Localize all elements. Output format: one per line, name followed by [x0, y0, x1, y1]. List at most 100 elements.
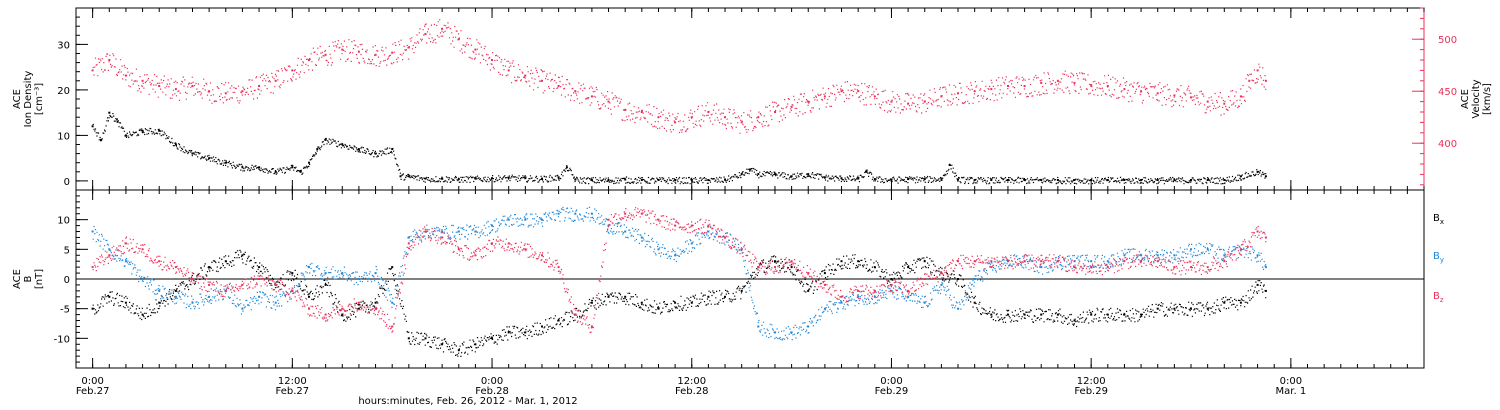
- b-series-bz-point: [191, 278, 194, 280]
- velocity-series-point: [1223, 102, 1226, 105]
- b-series-bz-point: [740, 248, 743, 251]
- b-series-bz-point: [308, 307, 310, 310]
- b-series-bx-point: [291, 272, 294, 275]
- density-series-point: [1206, 179, 1209, 181]
- velocity-series-point: [740, 121, 743, 124]
- b-series-bz-point: [158, 260, 161, 263]
- density-series-point: [774, 173, 776, 176]
- bottom-left-ylabel-line: [nT]: [34, 269, 45, 289]
- b-series-bz-point: [590, 325, 593, 328]
- b-series-bx-point: [524, 331, 527, 334]
- b-series-bz-point: [441, 236, 444, 239]
- b-series-bz-point: [1223, 260, 1226, 263]
- density-series-point: [957, 178, 959, 181]
- density-series-point: [474, 177, 477, 180]
- b-series-bz-point: [1056, 260, 1059, 263]
- legend-bx: Bx: [1433, 213, 1444, 226]
- b-series-bx-point: [124, 301, 127, 304]
- b-series-bz-point: [774, 266, 776, 269]
- velocity-series-point: [1056, 79, 1059, 82]
- density-series-point: [923, 178, 926, 181]
- b-series-bz-point: [857, 289, 860, 292]
- b-series-bz-point: [990, 260, 993, 263]
- density-series-point: [108, 111, 111, 114]
- b-series-by-point: [1123, 254, 1126, 257]
- b-series-bx-point: [1256, 283, 1259, 286]
- velocity-series-point: [840, 90, 843, 93]
- b-series-by-point: [324, 272, 327, 275]
- top-left-ylabel-line: Ion Density: [23, 71, 34, 128]
- x-tick-date: Feb.29: [1074, 386, 1108, 397]
- b-series-by-point: [1156, 254, 1159, 257]
- b-series-bx-point: [1007, 313, 1009, 316]
- top-left-ylabel: ACE Ion Density [cm⁻³]: [12, 71, 45, 128]
- density-series-point: [457, 178, 460, 181]
- top-left-ylabel-line: ACE: [12, 89, 23, 109]
- b-series-bz-point: [940, 272, 943, 275]
- velocity-series-point: [690, 116, 693, 119]
- velocity-series-point: [724, 116, 726, 119]
- velocity-series-point: [324, 53, 327, 56]
- b-series-bx-point: [241, 254, 244, 257]
- b-series-by-point: [208, 295, 211, 298]
- density-series-point: [807, 173, 810, 176]
- b-series-bx-point: [740, 289, 743, 292]
- x-tick-time: 0:00: [481, 376, 503, 387]
- density-series-point: [158, 129, 161, 132]
- b-series-by-point: [158, 289, 161, 292]
- b-series-bz-point: [1239, 248, 1242, 251]
- velocity-series-point: [873, 95, 876, 98]
- density-series-point: [316, 148, 319, 151]
- b-series-bx-point: [690, 301, 693, 304]
- b-series-bx-point: [141, 313, 144, 316]
- top-right-ticks: 400 450 500: [1412, 7, 1457, 186]
- b-series-by-point: [1173, 254, 1176, 257]
- b-series-by-point: [274, 301, 277, 304]
- b-series-bx-point: [1056, 313, 1059, 316]
- b-series-bx-point: [1123, 313, 1126, 316]
- b-series-bz-point: [291, 289, 294, 292]
- density-series: [91, 111, 1267, 185]
- density-series-point: [224, 161, 227, 164]
- b-series-bz-point: [1256, 230, 1259, 233]
- b-series-bz-point: [1206, 266, 1209, 269]
- b-series-bz-point: [324, 313, 327, 316]
- velocity-series-point: [491, 59, 493, 61]
- b-series-bz-point: [707, 224, 710, 227]
- x-tick-time: 0:00: [81, 376, 103, 387]
- b-series-bz-point: [674, 224, 677, 227]
- b-series-bx-point: [973, 301, 976, 304]
- velocity-series-point: [474, 48, 477, 51]
- b-series-bx-point: [790, 266, 793, 269]
- b-series-by-point: [807, 325, 810, 328]
- b-series-bx-point: [707, 295, 710, 298]
- b-series-bz-point: [1140, 260, 1143, 263]
- x-axis: 0:00Feb.2712:00Feb.270:00Feb.2812:00Feb.…: [76, 8, 1425, 397]
- b-series-bx-point: [424, 337, 427, 340]
- b-series-by-point: [790, 331, 793, 334]
- b-series-bx-point: [1040, 313, 1043, 316]
- velocity-series-point: [524, 74, 527, 77]
- b-series-by-point: [108, 248, 111, 251]
- b-series-bx-point: [907, 266, 910, 269]
- velocity-series-point: [1090, 84, 1093, 86]
- b-series-by-point: [124, 260, 127, 263]
- bottom-panel: -10 -5 0 5 10 ACE B [nT] Bx By Bz: [12, 189, 1444, 369]
- b-series-by-point: [541, 218, 543, 221]
- density-series-point: [291, 166, 294, 169]
- density-series-point: [541, 177, 543, 180]
- b-series-bz-point: [757, 266, 760, 269]
- density-series-point: [524, 177, 527, 180]
- b-series-by-point: [457, 230, 460, 233]
- b-series-bx-point: [208, 266, 211, 269]
- b-series-by-point: [690, 242, 693, 245]
- b-series-by-scatter: [92, 206, 1267, 341]
- legend-bz: Bz: [1433, 291, 1444, 304]
- velocity-series-point: [174, 88, 177, 91]
- x-tick-date: Feb.29: [875, 386, 909, 397]
- b-series-by-point: [1090, 260, 1093, 263]
- b-series-bz-point: [574, 313, 577, 316]
- x-tick-time: 12:00: [278, 376, 307, 387]
- x-tick-date: Feb.27: [276, 386, 310, 397]
